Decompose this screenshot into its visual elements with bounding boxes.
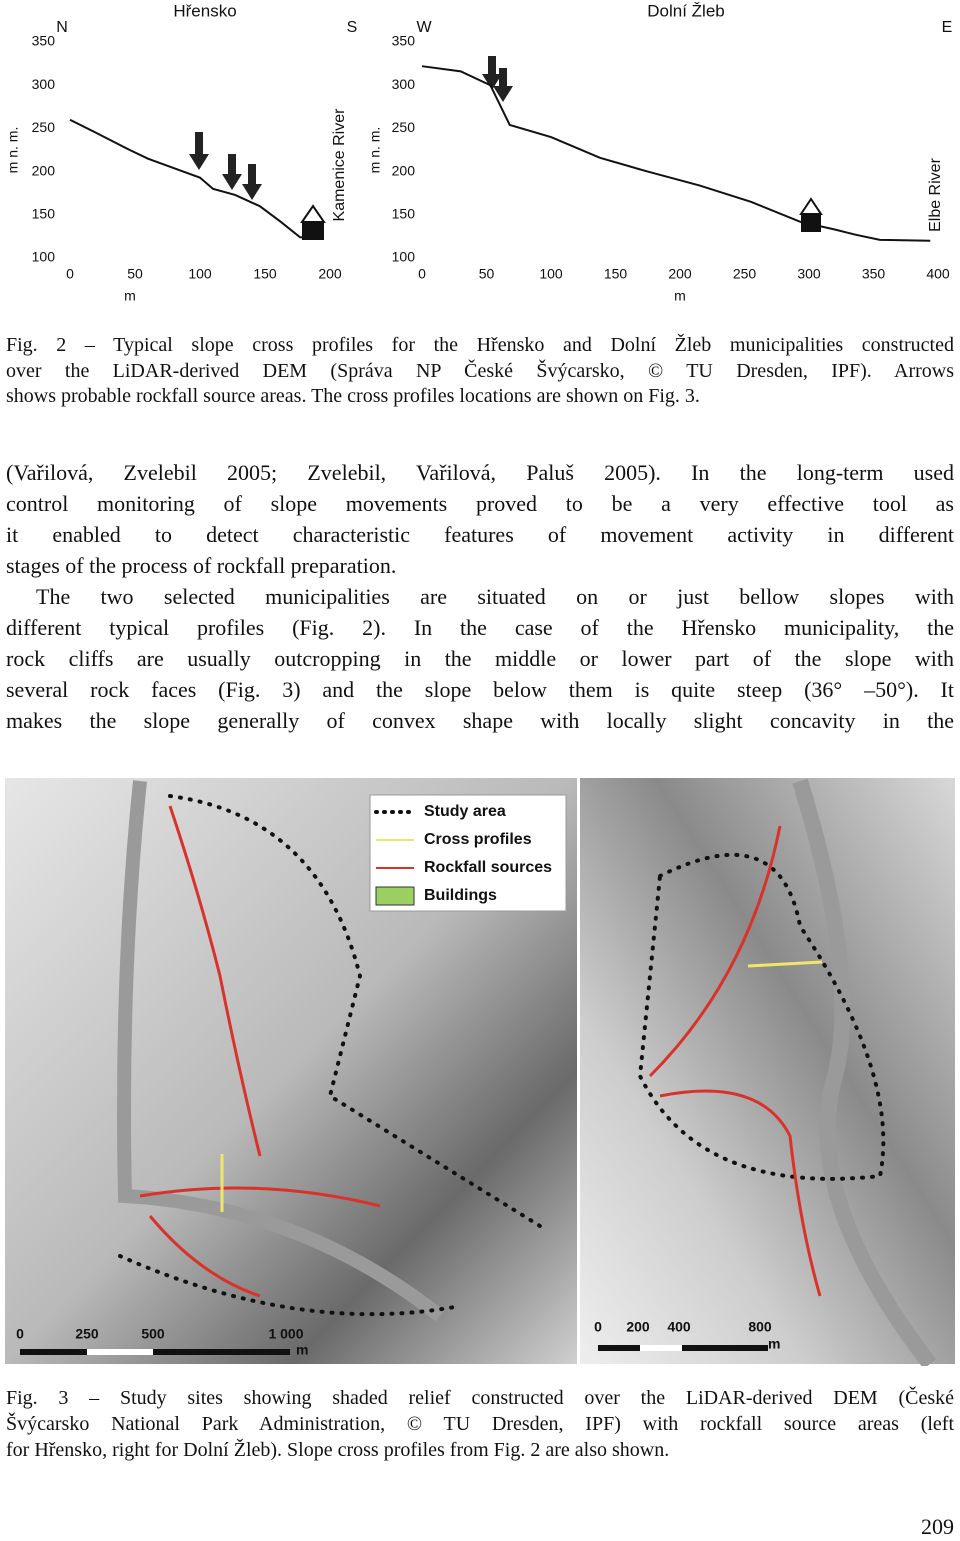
annotation: S (347, 19, 358, 36)
legend-label: Cross profiles (424, 831, 532, 848)
scale-label: 1 000 (268, 1326, 303, 1342)
x-tick-label: 50 (479, 266, 495, 282)
building-icons (300, 197, 823, 240)
text-line: several rock faces (Fig. 3) and the slop… (6, 677, 954, 702)
text-line: different typical profiles (Fig. 2). In … (6, 615, 954, 640)
river (792, 778, 937, 1366)
scale-label: 500 (141, 1326, 165, 1342)
y-tick-label: 300 (32, 76, 56, 92)
annotation: Kamenice River (331, 108, 348, 222)
y-tick-label: 350 (392, 33, 416, 49)
profile-line (421, 65, 931, 242)
profile-line (69, 118, 323, 240)
scale-label: 0 (16, 1326, 24, 1342)
annotation: W (416, 19, 432, 36)
scale-label: m (296, 1342, 308, 1358)
legend-key (375, 886, 415, 906)
legend-label: Rockfall sources (424, 859, 552, 876)
text-line: Švýcarsko National Park Administration, … (6, 1413, 954, 1435)
annotation: N (56, 19, 68, 36)
x-tick-label: 150 (604, 266, 628, 282)
rockfall-sources (139, 805, 822, 1298)
x-tick-label: 0 (66, 266, 74, 282)
y-axis-label: m n. m. (5, 127, 21, 174)
text-line: Fig. 2 – Typical slope cross profiles fo… (6, 334, 954, 356)
y-tick-label: 100 (392, 249, 416, 265)
x-axis-label: m (124, 288, 136, 304)
study-area (637, 852, 886, 1181)
text-line: shows probable rockfall source areas. Th… (6, 385, 700, 407)
scale-label: 200 (626, 1319, 650, 1335)
x-tick-label: 50 (127, 266, 143, 282)
y-tick-label: 150 (392, 206, 416, 222)
scale-label: 0 (594, 1319, 602, 1335)
y-tick-label: 150 (32, 206, 56, 222)
y-tick-label: 350 (32, 33, 56, 49)
text-line: makes the slope generally of convex shap… (6, 708, 954, 733)
text-line: The two selected municipalities are situ… (36, 584, 954, 609)
y-tick-label: 200 (392, 162, 416, 178)
x-tick-label: 400 (926, 266, 950, 282)
legend-label: Buildings (424, 887, 497, 904)
text-line: stages of the process of rockfall prepar… (6, 553, 397, 578)
text-line: rock cliffs are usually outcropping in t… (6, 646, 954, 671)
x-tick-label: 350 (862, 266, 886, 282)
profiles: Hřensko N S Kamenice River m n. m. m 100 150 200… (5, 1, 953, 304)
annotation: Elbe River (927, 157, 944, 231)
x-axis-label: m (674, 288, 686, 304)
text-line: Fig. 3 – Study sites showing shaded reli… (6, 1387, 954, 1409)
y-tick-label: 100 (32, 249, 56, 265)
scale-label: 250 (75, 1326, 99, 1342)
x-tick-label: 100 (539, 266, 563, 282)
x-tick-label: 0 (418, 266, 426, 282)
cross-profile (747, 960, 823, 968)
right-panel (580, 778, 955, 1364)
arrows (189, 56, 513, 200)
relief-map: Study area Cross profiles Rockfall sourc… (5, 778, 955, 1366)
text-line: over the LiDAR-derived DEM (Správa NP Če… (6, 359, 954, 382)
x-tick-label: 100 (188, 266, 212, 282)
chart-title: Hřensko (173, 1, 236, 20)
chart-title: Dolní Žleb (647, 1, 724, 20)
text-line: for Hřensko, right for Dolní Žleb). Slop… (6, 1439, 670, 1461)
scale-label: 800 (748, 1319, 772, 1335)
y-tick-label: 250 (392, 119, 416, 135)
scale-label: 400 (667, 1319, 691, 1335)
x-tick-label: 150 (253, 266, 277, 282)
study-area (118, 794, 542, 1317)
x-tick-label: 250 (733, 266, 757, 282)
x-tick-label: 300 (797, 266, 821, 282)
river (117, 780, 445, 1322)
legend-label: Study area (424, 803, 506, 820)
scale-bar: 0 250 500 1 000 m 0 200 400 800 m (16, 1319, 780, 1358)
y-tick-label: 300 (392, 76, 416, 92)
x-tick-label: 200 (318, 266, 342, 282)
annotation: E (942, 19, 953, 36)
text-line: it enabled to detect characteristic feat… (6, 522, 954, 547)
scale-label: m (768, 1336, 780, 1352)
y-tick-label: 200 (32, 162, 56, 178)
y-axis-label: m n. m. (367, 127, 383, 174)
x-tick-label: 200 (668, 266, 692, 282)
y-tick-label: 250 (32, 119, 56, 135)
page-number: 209 (921, 1514, 954, 1539)
text-line: control monitoring of slope movements pr… (6, 491, 954, 516)
text-line: (Vařilová, Zvelebil 2005; Zvelebil, Vaři… (6, 460, 954, 485)
